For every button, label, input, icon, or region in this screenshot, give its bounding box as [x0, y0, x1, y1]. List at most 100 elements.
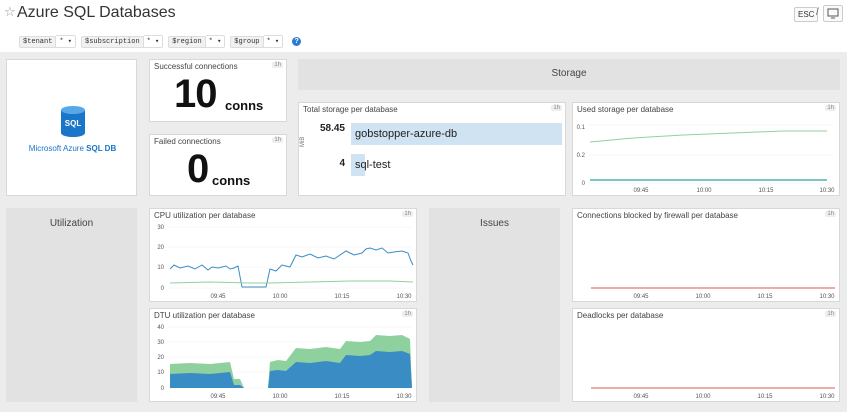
- x-tick-label: 10:15: [758, 188, 774, 194]
- x-tick-label: 10:00: [695, 294, 711, 300]
- x-tick-label: 10:30: [819, 188, 835, 194]
- x-tick-label: 09:45: [210, 394, 226, 400]
- x-tick-label: 09:45: [633, 394, 649, 400]
- y-tick-label: 20: [157, 355, 164, 361]
- y-tick-label: 30: [157, 340, 164, 346]
- total-storage-panel[interactable]: Total storage per database 1h MiB 58.45 …: [298, 102, 566, 196]
- x-tick-label: 10:30: [396, 394, 412, 400]
- esc-button[interactable]: ESC: [794, 7, 819, 22]
- panel-title: Connections blocked by firewall per data…: [577, 211, 738, 220]
- panel-title: DTU utilization per database: [154, 311, 255, 320]
- firewall-chart: 09:45 10:00 10:15 10:30: [591, 287, 835, 300]
- logo-label-bold: SQL DB: [86, 144, 117, 153]
- template-var-value[interactable]: * ▾: [143, 35, 164, 48]
- failed-connections-value: 0: [187, 147, 209, 191]
- sql-database-icon: SQL: [61, 106, 85, 137]
- timeframe-badge: 1h: [402, 311, 413, 317]
- template-var-label: $subscription: [81, 35, 144, 48]
- panel-title: Total storage per database: [303, 105, 398, 114]
- y-tick-label: 0: [161, 386, 165, 392]
- panel-title: CPU utilization per database: [154, 211, 256, 220]
- y-tick-label: 0: [161, 286, 165, 292]
- timeframe-badge: 1h: [825, 105, 836, 111]
- used-storage-panel[interactable]: Used storage per database 1h 0.2 0.1 0 0…: [572, 102, 840, 196]
- timeframe-badge: 1h: [272, 62, 283, 68]
- firewall-blocked-panel[interactable]: Connections blocked by firewall per data…: [572, 208, 840, 302]
- dashboard-header: ☆ Azure SQL Databases ESC / $tenant * ▾ …: [0, 0, 847, 54]
- successful-connections-unit: conns: [225, 98, 264, 113]
- storage-group-header: Storage: [298, 59, 840, 90]
- tv-mode-icon[interactable]: [823, 5, 843, 22]
- successful-connections-panel[interactable]: Successful connections 1h 10 conns: [149, 59, 287, 122]
- y-tick-label: 10: [157, 265, 164, 271]
- x-tick-label: 09:45: [633, 188, 649, 194]
- panel-title: Deadlocks per database: [577, 311, 664, 320]
- timeframe-badge: 1h: [551, 105, 562, 111]
- timeframe-badge: 1h: [825, 311, 836, 317]
- y-tick-label: 30: [157, 225, 164, 231]
- deadlocks-chart: 09:45 10:00 10:15 10:30: [591, 387, 835, 400]
- panel-title: Failed connections: [154, 137, 221, 146]
- template-var-label: $region: [168, 35, 206, 48]
- template-var-subscription[interactable]: $subscription * ▾: [81, 35, 164, 48]
- x-tick-label: 10:30: [819, 294, 835, 300]
- template-var-value[interactable]: * ▾: [263, 35, 284, 48]
- cpu-series-green: [169, 280, 414, 284]
- toplist-bar: [351, 123, 562, 145]
- x-tick-label: 10:15: [757, 294, 773, 300]
- deadlocks-panel[interactable]: Deadlocks per database 1h 09:45 10:00 10…: [572, 308, 840, 402]
- successful-connections-value: 10: [174, 72, 217, 116]
- timeframe-badge: 1h: [402, 211, 413, 217]
- template-var-value[interactable]: * ▾: [56, 35, 77, 48]
- toplist-unit-label: MiB: [300, 136, 306, 147]
- template-var-value[interactable]: * ▾: [205, 35, 226, 48]
- timeframe-badge: 1h: [272, 137, 283, 143]
- y-tick-label: 20: [157, 245, 164, 251]
- template-var-region[interactable]: $region * ▾: [168, 35, 226, 48]
- cpu-utilization-panel[interactable]: CPU utilization per database 1h 30 20 10…: [149, 208, 417, 302]
- toplist-bar: [351, 154, 365, 176]
- cpu-chart: 30 20 10 0 09:45 10:00 10:15 10:30: [157, 225, 414, 300]
- azure-sql-logo-panel: SQL Microsoft Azure SQL DB: [6, 59, 137, 196]
- x-tick-label: 10:30: [819, 394, 835, 400]
- separator-slash: /: [816, 7, 819, 18]
- y-tick-label: 0.1: [577, 125, 586, 131]
- dashboard-title: Azure SQL Databases: [17, 4, 176, 21]
- help-icon[interactable]: ?: [292, 37, 302, 46]
- dtu-chart: 40 30 20 10 0 09:45 10:00 10:15 10:30: [157, 325, 412, 400]
- template-variables: $tenant * ▾ $subscription * ▾ $region * …: [19, 35, 302, 48]
- timeframe-badge: 1h: [825, 211, 836, 217]
- x-tick-label: 10:00: [272, 294, 288, 300]
- failed-connections-panel[interactable]: Failed connections 1h 0 conns: [149, 134, 287, 196]
- template-var-tenant[interactable]: $tenant * ▾: [19, 35, 77, 48]
- toplist-name: gobstopper-azure-db: [355, 128, 458, 140]
- template-var-group[interactable]: $group * ▾: [230, 35, 284, 48]
- x-tick-label: 10:00: [272, 394, 288, 400]
- x-tick-label: 10:30: [396, 294, 412, 300]
- failed-connections-unit: conns: [212, 173, 251, 188]
- x-tick-label: 09:45: [210, 294, 226, 300]
- x-tick-label: 10:15: [757, 394, 773, 400]
- dtu-utilization-panel[interactable]: DTU utilization per database 1h 40 30 20…: [149, 308, 417, 402]
- star-icon[interactable]: ☆: [4, 5, 16, 20]
- y-tick-label: 0: [582, 181, 586, 187]
- group-title: Storage: [551, 68, 587, 79]
- toplist-value: 4: [339, 158, 345, 169]
- template-var-label: $tenant: [19, 35, 57, 48]
- x-tick-label: 10:00: [695, 394, 711, 400]
- panel-title: Used storage per database: [577, 105, 674, 114]
- used-storage-chart: 0.2 0.1 0 09:45 10:00 10:15 10:30: [577, 124, 835, 194]
- x-tick-label: 09:45: [633, 294, 649, 300]
- group-title: Issues: [480, 218, 509, 229]
- logo-label-prefix: Microsoft Azure: [28, 144, 87, 153]
- x-tick-label: 10:15: [334, 294, 350, 300]
- x-tick-label: 10:15: [334, 394, 350, 400]
- used-storage-series-green: [589, 130, 827, 143]
- issues-group: Issues: [429, 208, 560, 402]
- sql-icon-text: SQL: [65, 119, 82, 128]
- toplist-name: sql-test: [355, 159, 391, 171]
- y-tick-label: 0.2: [577, 153, 586, 159]
- template-var-label: $group: [230, 35, 264, 48]
- dtu-series-blue-area: [170, 351, 412, 388]
